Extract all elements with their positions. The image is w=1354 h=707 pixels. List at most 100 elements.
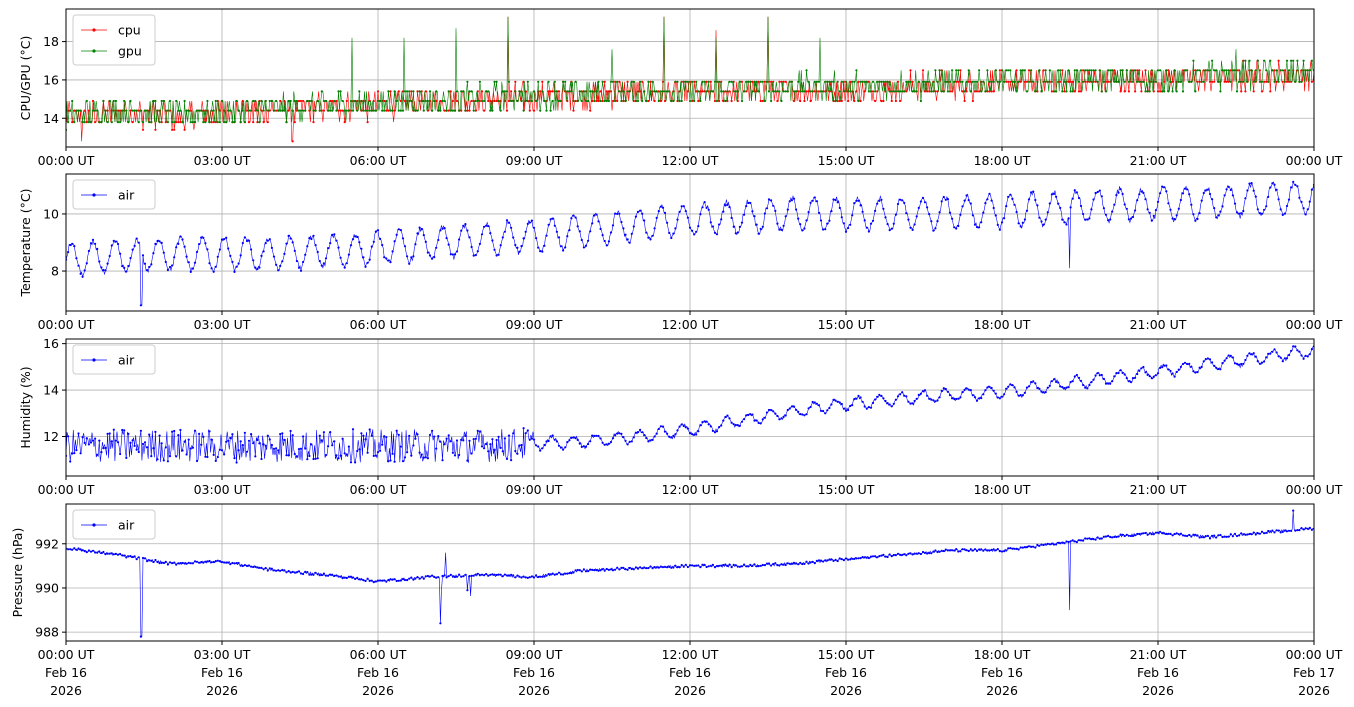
y-tick-label: 16 — [43, 72, 59, 87]
data-point — [1229, 354, 1232, 357]
data-point — [1023, 218, 1026, 221]
data-point — [189, 109, 192, 112]
data-point — [1115, 194, 1118, 197]
data-point — [383, 256, 386, 259]
data-point — [439, 622, 442, 625]
data-point — [372, 240, 375, 243]
data-point — [483, 99, 486, 103]
data-point — [1009, 193, 1012, 196]
data-point — [312, 109, 315, 112]
data-point — [403, 456, 407, 459]
data-point — [828, 406, 831, 410]
plot-area — [66, 16, 1314, 143]
data-point — [1015, 69, 1018, 72]
data-point — [1013, 547, 1016, 550]
data-point — [73, 245, 76, 248]
data-point — [193, 261, 197, 264]
data-point — [630, 232, 633, 235]
data-point — [537, 445, 540, 448]
data-point — [984, 548, 987, 551]
data-point — [514, 90, 517, 93]
data-point — [747, 565, 750, 568]
x-tick-label: 21:00 UT — [1130, 317, 1187, 332]
data-point — [497, 435, 500, 438]
data-point — [695, 80, 698, 83]
data-point — [135, 109, 138, 112]
data-point — [728, 90, 731, 93]
data-point — [250, 565, 253, 568]
data-point — [867, 80, 871, 83]
data-point — [693, 564, 696, 568]
data-point — [507, 574, 511, 577]
data-point — [1057, 202, 1060, 205]
data-point — [780, 80, 783, 83]
data-point — [1057, 541, 1060, 544]
data-point — [1144, 90, 1147, 93]
data-point — [751, 564, 754, 568]
data-point — [1063, 80, 1066, 83]
data-point — [91, 238, 95, 241]
data-point — [1150, 533, 1153, 536]
data-point — [661, 206, 665, 209]
data-point — [913, 399, 916, 403]
data-point — [973, 223, 977, 226]
data-point — [391, 578, 394, 581]
data-point — [1098, 69, 1101, 72]
data-point — [636, 431, 640, 434]
data-point — [532, 90, 536, 93]
data-point — [258, 99, 261, 103]
data-point — [647, 99, 650, 103]
data-point — [1142, 532, 1145, 535]
data-point — [1200, 80, 1203, 83]
data-point — [279, 99, 282, 103]
data-point — [643, 434, 646, 437]
data-point — [936, 550, 939, 554]
data-point — [603, 99, 606, 103]
data-point — [988, 90, 991, 93]
data-point — [553, 80, 556, 83]
data-point — [158, 562, 161, 565]
data-point — [763, 416, 767, 419]
data-point — [1192, 213, 1195, 216]
data-point — [1129, 80, 1133, 83]
data-point — [1050, 193, 1053, 196]
data-point — [809, 99, 812, 103]
data-point — [986, 90, 989, 93]
data-point — [963, 548, 966, 551]
data-point — [778, 564, 781, 567]
data-point — [978, 90, 981, 93]
data-point — [732, 80, 735, 83]
data-point — [720, 564, 723, 567]
data-point — [688, 564, 692, 567]
data-point — [951, 69, 954, 72]
data-point — [275, 109, 278, 112]
data-point — [724, 204, 727, 207]
data-point — [994, 392, 997, 395]
data-point — [179, 121, 182, 124]
data-point — [986, 549, 989, 552]
data-point — [1115, 535, 1118, 539]
data-point — [869, 406, 873, 409]
data-point — [204, 455, 207, 458]
data-point — [445, 576, 448, 579]
data-point — [1171, 90, 1174, 93]
data-point — [961, 548, 964, 551]
data-point — [928, 397, 931, 400]
data-point — [1059, 542, 1062, 545]
data-point — [1019, 394, 1022, 397]
data-point — [510, 99, 513, 103]
data-point — [778, 418, 781, 421]
data-point — [645, 99, 648, 103]
data-point — [104, 553, 107, 556]
legend-label: air — [118, 518, 135, 533]
data-point — [1227, 80, 1230, 83]
data-point — [152, 252, 155, 255]
data-point — [173, 429, 176, 433]
data-point — [871, 219, 875, 222]
data-point — [663, 565, 667, 569]
data-point — [668, 565, 671, 569]
data-point — [1240, 362, 1243, 366]
data-point — [1140, 367, 1143, 370]
data-point — [1260, 361, 1264, 364]
data-point — [279, 109, 282, 112]
